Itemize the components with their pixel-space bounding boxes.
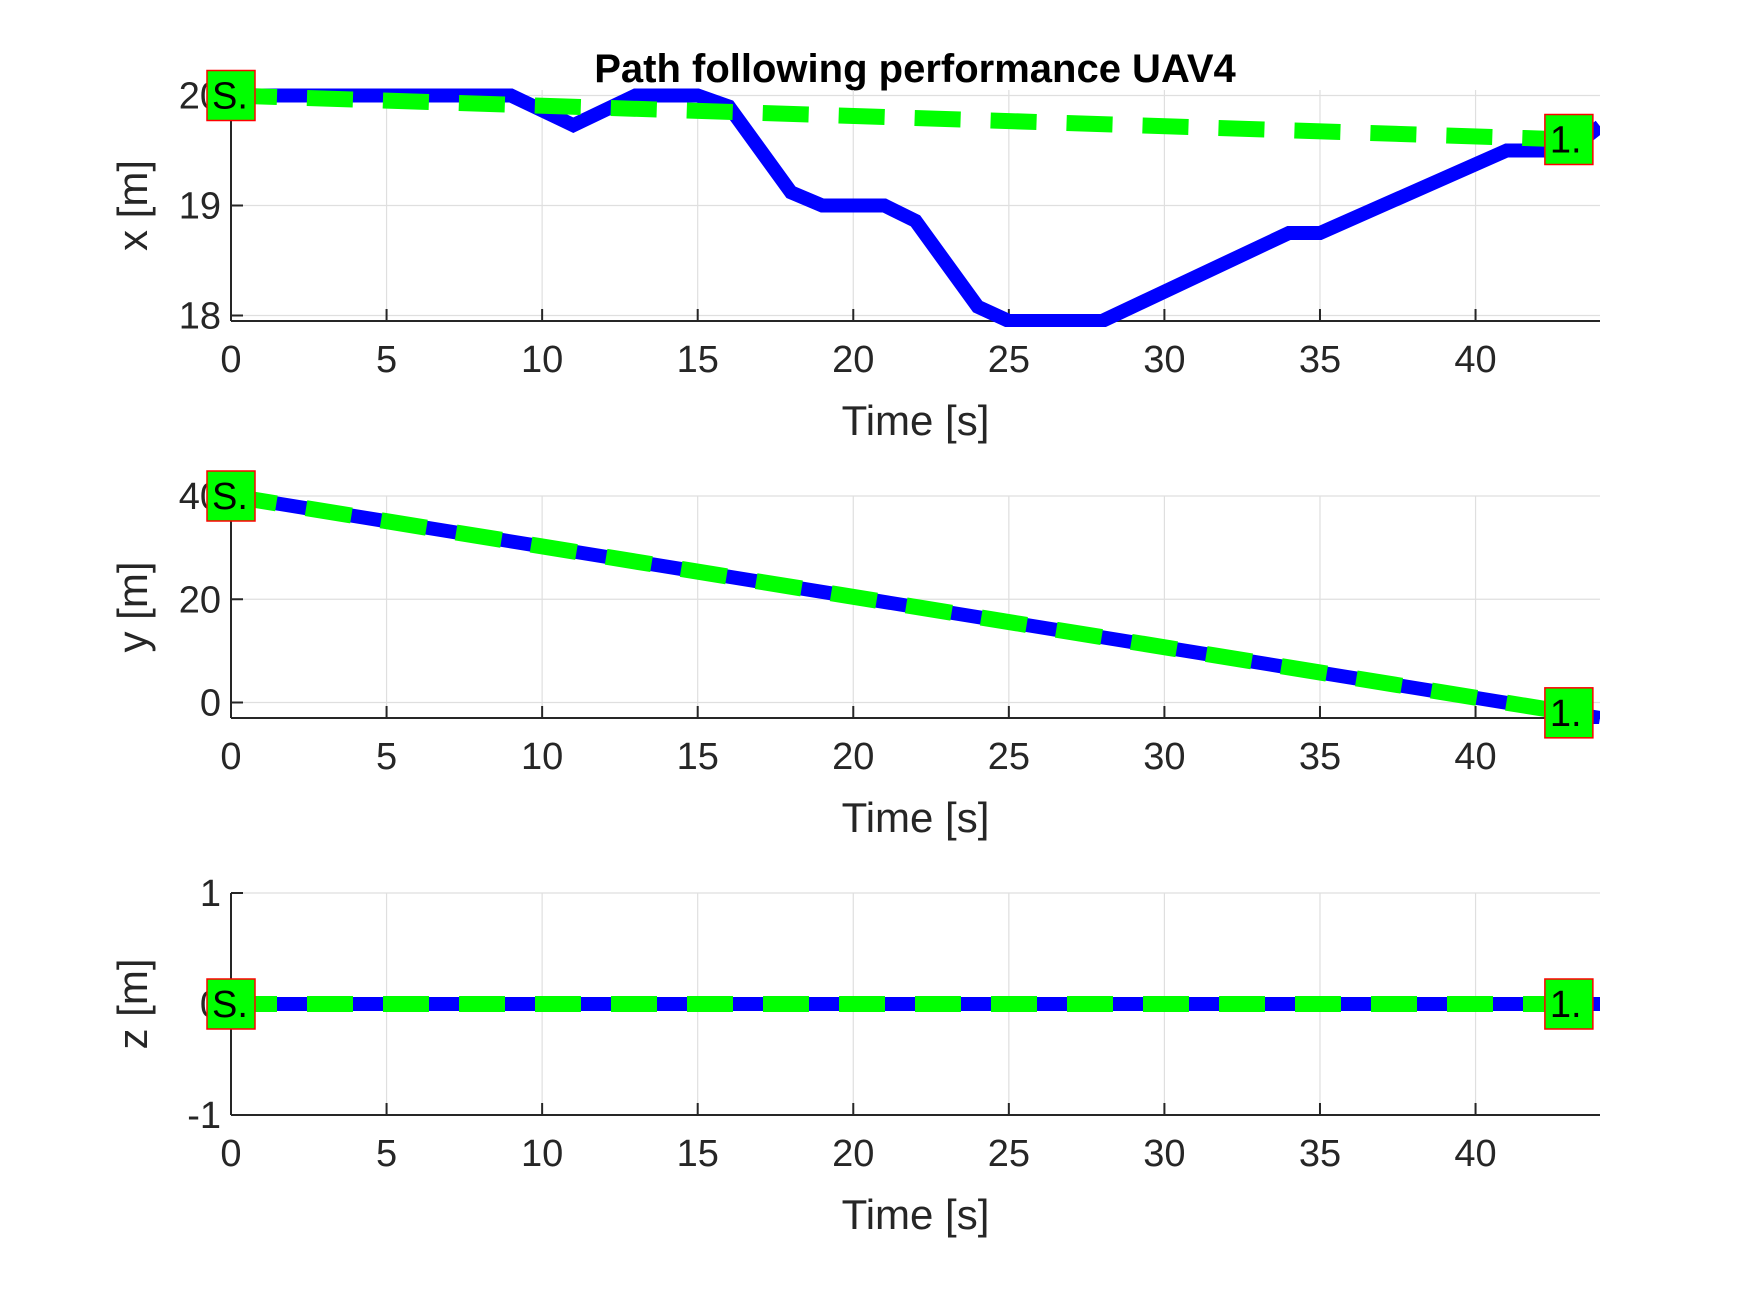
x-tick-label-y: 20 — [832, 736, 874, 778]
waypoint-marker-y: 1. — [1544, 687, 1594, 739]
x-tick-label-z: 30 — [1143, 1133, 1185, 1175]
waypoint-label-x: S. — [212, 76, 248, 118]
waypoint-marker-x: 1. — [1544, 113, 1594, 166]
waypoint-label-y: 1. — [1550, 693, 1582, 735]
waypoint-marker-y: S. — [206, 470, 256, 522]
x-tick-label-x: 15 — [677, 339, 719, 381]
y-tick-label-x: 19 — [179, 186, 221, 228]
x-tick-label-z: 25 — [988, 1133, 1030, 1175]
x-tick-label-x: 0 — [220, 339, 241, 381]
waypoint-box-y — [206, 470, 256, 522]
y-tick-label-z: 1 — [200, 873, 221, 915]
series-group-x — [231, 87, 1600, 327]
x-tick-label-z: 10 — [521, 1133, 563, 1175]
waypoint-label-y: S. — [212, 476, 248, 518]
x-tick-label-z: 15 — [677, 1133, 719, 1175]
x-tick-label-x: 30 — [1143, 339, 1185, 381]
waypoint-marker-z: S. — [206, 978, 256, 1030]
x-tick-label-y: 10 — [521, 736, 563, 778]
waypoint-box-z — [206, 978, 256, 1030]
waypoint-box-x — [1544, 113, 1594, 166]
y-tick-label-z: -1 — [187, 1095, 221, 1137]
waypoint-box-x — [206, 69, 256, 122]
actual-path-line-x — [231, 88, 1600, 327]
y-axis-label-y: y [m] — [109, 562, 156, 653]
waypoint-box-z — [1544, 978, 1594, 1030]
x-tick-label-y: 30 — [1143, 736, 1185, 778]
x-tick-label-z: 35 — [1299, 1133, 1341, 1175]
x-tick-label-x: 10 — [521, 339, 563, 381]
x-tick-label-y: 35 — [1299, 736, 1341, 778]
waypoint-marker-x: S. — [206, 69, 256, 122]
figure-title: Path following performance UAV4 — [594, 47, 1236, 91]
x-tick-label-y: 25 — [988, 736, 1030, 778]
waypoint-box-y — [1544, 687, 1594, 739]
x-tick-label-y: 0 — [220, 736, 241, 778]
x-tick-label-y: 40 — [1454, 736, 1496, 778]
x-axis-label-z: Time [s] — [842, 1191, 990, 1238]
y-axis-label-z: z [m] — [109, 959, 156, 1050]
x-tick-label-z: 20 — [832, 1133, 874, 1175]
x-tick-label-z: 0 — [220, 1133, 241, 1175]
x-tick-label-y: 15 — [677, 736, 719, 778]
x-tick-label-x: 20 — [832, 339, 874, 381]
x-axis-label-y: Time [s] — [842, 794, 990, 841]
waypoint-label-x: 1. — [1550, 120, 1582, 162]
y-tick-label-y: 20 — [179, 579, 221, 621]
waypoint-label-z: 1. — [1550, 984, 1582, 1026]
x-tick-label-z: 40 — [1454, 1133, 1496, 1175]
x-tick-label-x: 35 — [1299, 339, 1341, 381]
x-tick-label-x: 40 — [1454, 339, 1496, 381]
x-tick-label-y: 5 — [376, 736, 397, 778]
y-axis-label-x: x [m] — [109, 160, 156, 251]
y-tick-label-x: 18 — [179, 296, 221, 338]
x-tick-label-x: 25 — [988, 339, 1030, 381]
y-tick-label-y: 0 — [200, 683, 221, 725]
series-group-y — [231, 490, 1600, 724]
x-tick-label-x: 5 — [376, 339, 397, 381]
x-axis-label-x: Time [s] — [842, 397, 990, 444]
waypoint-marker-z: 1. — [1544, 978, 1594, 1030]
waypoint-label-z: S. — [212, 984, 248, 1026]
x-tick-label-z: 5 — [376, 1133, 397, 1175]
